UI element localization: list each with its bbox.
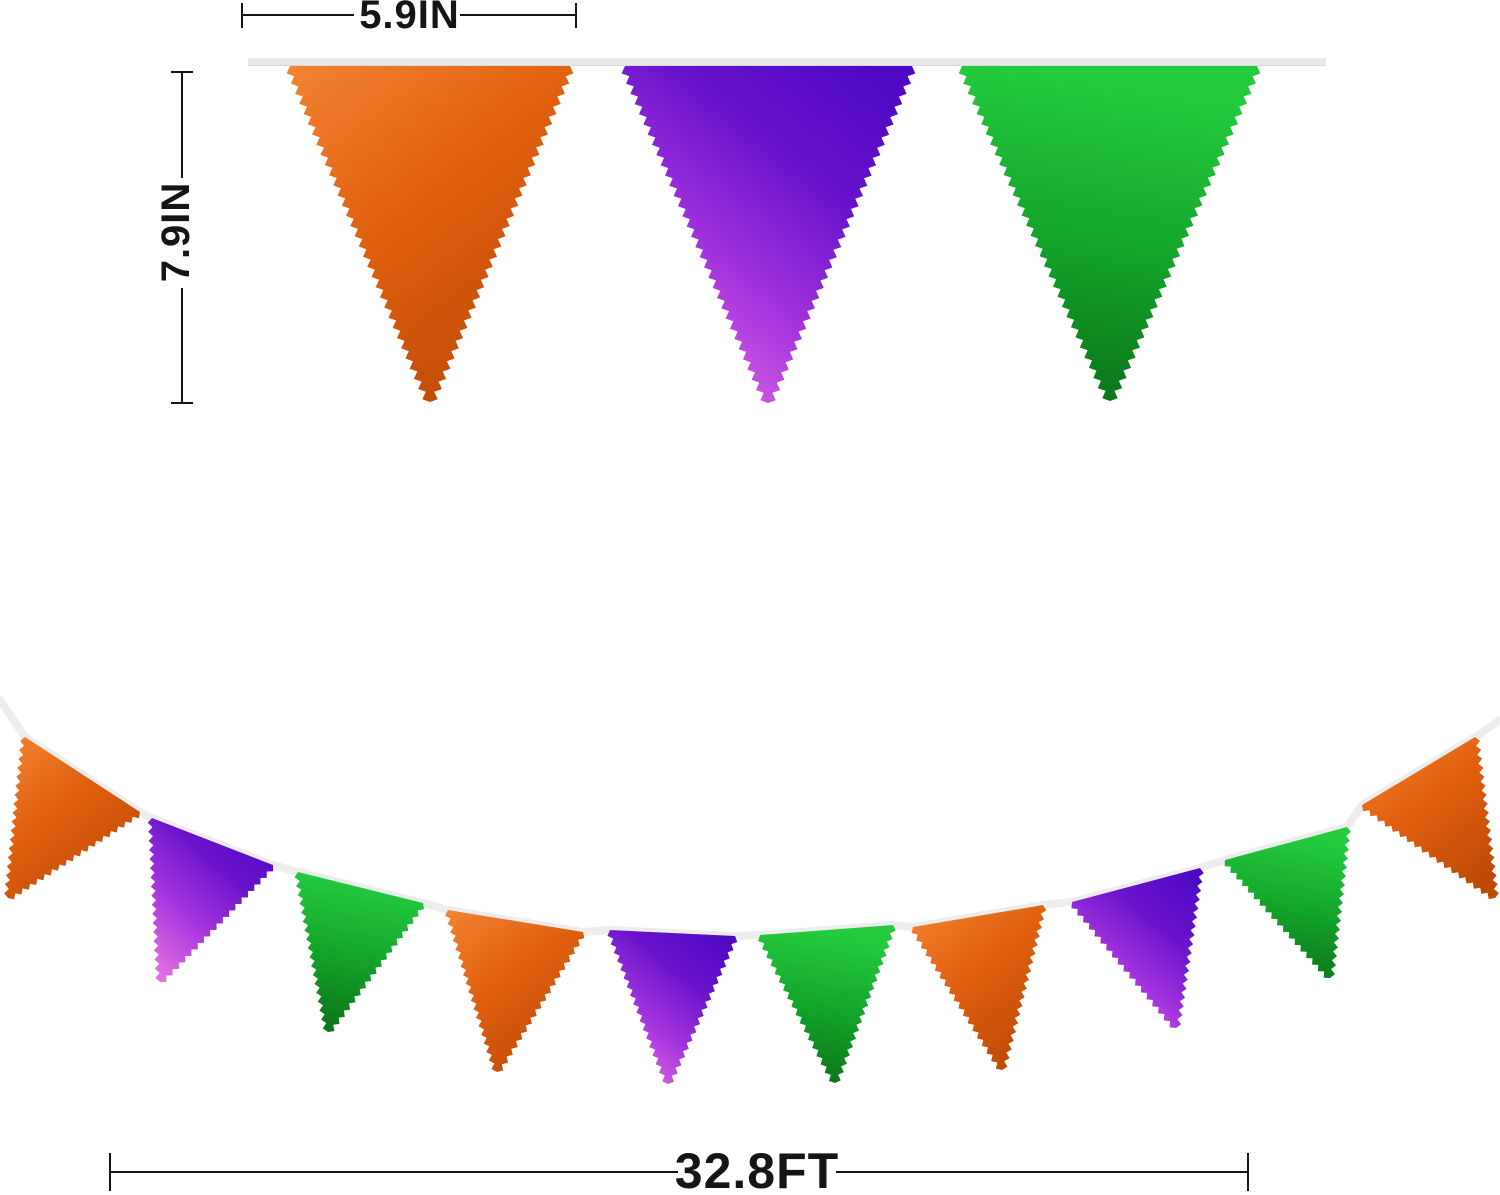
length-dimension-line-left bbox=[110, 1171, 678, 1173]
garland-pennant-flag-orange bbox=[4, 737, 140, 900]
height-dimension-line-bottom bbox=[181, 288, 183, 403]
hanging-ribbon-edge bbox=[248, 65, 1326, 66]
length-dimension-tick-left bbox=[109, 1153, 111, 1191]
width-dimension-label: 5.9IN bbox=[359, 0, 460, 37]
garland-pennant-flag-green bbox=[758, 925, 896, 1083]
hanging-ribbon bbox=[248, 58, 1326, 66]
height-dimension-tick-bottom bbox=[171, 402, 193, 404]
top-pennant-flag-orange bbox=[286, 66, 574, 402]
garland-pennant-flag-purple bbox=[607, 930, 738, 1084]
garland-pennant-flag-purple bbox=[1071, 868, 1204, 1028]
garland-pennant-flag-orange bbox=[1362, 737, 1499, 900]
top-pennant-flag-green bbox=[958, 66, 1261, 401]
length-dimension-label: 32.8FT bbox=[674, 1143, 840, 1195]
garland-pennant-flag-orange bbox=[445, 910, 585, 1072]
garland-pennant-flag-green bbox=[1224, 827, 1351, 978]
length-dimension-line-right bbox=[836, 1171, 1248, 1173]
garland-pennant-flag-purple bbox=[147, 818, 274, 982]
width-dimension-line-left bbox=[242, 14, 354, 16]
height-dimension-line-top bbox=[181, 72, 183, 178]
width-dimension-tick-left bbox=[241, 3, 243, 28]
garland-pennant-flag-orange bbox=[911, 905, 1047, 1070]
height-dimension-tick-top bbox=[171, 71, 193, 73]
top-pennant-flag-purple bbox=[621, 66, 916, 403]
width-dimension-tick-right bbox=[575, 3, 577, 28]
height-dimension-label: 7.9IN bbox=[154, 181, 198, 283]
width-dimension-line-right bbox=[460, 14, 577, 16]
garland-pennant-flag-green bbox=[294, 872, 424, 1032]
length-dimension-tick-right bbox=[1247, 1153, 1249, 1191]
